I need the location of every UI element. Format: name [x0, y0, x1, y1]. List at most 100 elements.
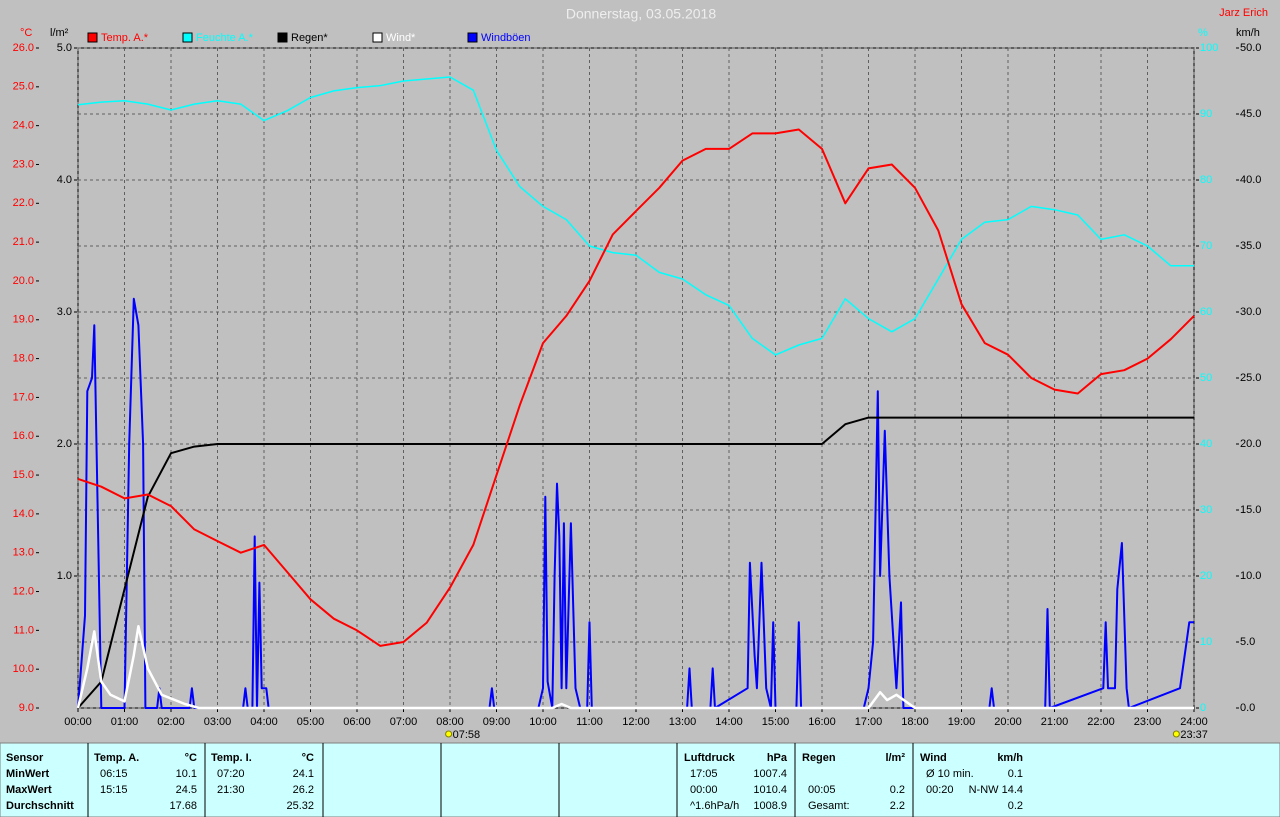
x-tick-label: 15:00: [762, 716, 790, 728]
legend-label: Temp. A.*: [101, 32, 149, 44]
series-line: [77, 76, 1194, 356]
column-header: Wind: [920, 752, 947, 764]
x-tick-label: 24:00: [1180, 716, 1208, 728]
x-tick-label: 06:00: [343, 716, 371, 728]
y-tick-label: 15.0: [1240, 504, 1261, 516]
unit-label: km/h: [1236, 27, 1260, 39]
x-tick-label: 12:00: [622, 716, 650, 728]
cell-value: N-NW 14.4: [969, 784, 1023, 796]
unit-label: l/m²: [50, 27, 69, 39]
author: Jarz Erich: [1219, 7, 1268, 19]
y-tick-label: 25.0: [1240, 372, 1261, 384]
y-tick-label: 11.0: [13, 624, 34, 636]
cell-time: 00:00: [690, 784, 718, 796]
legend-swatch: [277, 32, 288, 43]
cell-value: 1010.4: [753, 784, 787, 796]
legend-label: Feuchte A.*: [196, 32, 254, 44]
y-tick-label: 10.0: [13, 663, 34, 675]
cell-value: 10.1: [176, 768, 197, 780]
cell-value: 1007.4: [753, 768, 787, 780]
cell-time: 00:05: [808, 784, 836, 796]
cell-time: 21:30: [217, 784, 245, 796]
column-header: Regen: [802, 752, 836, 764]
y-tick-label: 21.0: [13, 236, 34, 248]
cell-time: Gesamt:: [808, 800, 850, 812]
table-header: Sensor: [6, 752, 44, 764]
y-tick-label: 35.0: [1240, 240, 1261, 252]
y-tick-label: 4.0: [57, 174, 72, 186]
x-tick-label: 00:00: [64, 716, 92, 728]
y-tick-label: 80: [1200, 174, 1212, 186]
y-tick-label: 18.0: [13, 352, 34, 364]
y-tick-label: 23.0: [13, 158, 34, 170]
y-tick-label: 20.0: [13, 275, 34, 287]
cell-time: 17:05: [690, 768, 718, 780]
x-tick-label: 07:00: [390, 716, 418, 728]
y-tick-label: 1.0: [57, 570, 72, 582]
x-tick-label: 08:00: [436, 716, 464, 728]
y-tick-label: 50: [1200, 372, 1212, 384]
row-label: Durchschnitt: [6, 800, 74, 812]
y-tick-label: 12.0: [13, 585, 34, 597]
legend-label: Wind*: [386, 32, 416, 44]
y-tick-label: 50.0: [1240, 42, 1261, 54]
cell-value: 24.1: [293, 768, 314, 780]
legend-label: Windböen: [481, 32, 531, 44]
cell-value: 0.2: [890, 784, 905, 796]
y-tick-label: 15.0: [13, 469, 34, 481]
cell-value: 17.68: [169, 800, 197, 812]
column-unit: °C: [302, 752, 314, 764]
x-tick-label: 18:00: [901, 716, 929, 728]
row-label: MinWert: [6, 768, 50, 780]
y-tick-label: 100: [1200, 42, 1218, 54]
legend-label: Regen*: [291, 32, 328, 44]
y-tick-label: 2.0: [57, 438, 72, 450]
x-tick-label: 20:00: [994, 716, 1022, 728]
column-unit: °C: [185, 752, 197, 764]
y-tick-label: 30: [1200, 504, 1212, 516]
x-tick-label: 10:00: [529, 716, 557, 728]
series-line: [76, 624, 1194, 710]
y-tick-label: 5.0: [1240, 636, 1255, 648]
x-tick-label: 02:00: [157, 716, 185, 728]
x-tick-label: 04:00: [250, 716, 278, 728]
column-unit: l/m²: [885, 752, 905, 764]
y-tick-label: 90: [1200, 108, 1212, 120]
unit-label: °C: [20, 27, 32, 39]
x-tick-label: 17:00: [855, 716, 883, 728]
row-label: MaxWert: [6, 784, 52, 796]
chart-title: Donnerstag, 03.05.2018: [566, 6, 716, 22]
y-tick-label: 0: [1200, 702, 1206, 714]
y-tick-label: 0.0: [1240, 702, 1255, 714]
x-tick-label: 23:00: [1134, 716, 1162, 728]
legend-swatch: [87, 32, 98, 43]
series-line: [77, 297, 1194, 709]
x-tick-label: 19:00: [948, 716, 976, 728]
x-tick-label: 03:00: [204, 716, 232, 728]
x-tick-label: 14:00: [715, 716, 743, 728]
y-tick-label: 40.0: [1240, 174, 1261, 186]
y-tick-label: 3.0: [57, 306, 72, 318]
y-tick-label: 10: [1200, 636, 1212, 648]
y-tick-label: 40: [1200, 438, 1212, 450]
y-tick-label: 60: [1200, 306, 1212, 318]
x-tick-label: 11:00: [576, 716, 603, 728]
y-tick-label: 16.0: [13, 430, 34, 442]
y-tick-label: 30.0: [1240, 306, 1261, 318]
x-tick-label: 13:00: [669, 716, 697, 728]
annotation: 07:58: [453, 729, 481, 741]
cell-time: 15:15: [100, 784, 128, 796]
cell-value: 24.5: [176, 784, 197, 796]
y-tick-label: 24.0: [13, 120, 34, 132]
y-tick-label: 70: [1200, 240, 1212, 252]
column-unit: hPa: [767, 752, 788, 764]
x-tick-label: 01:00: [111, 716, 139, 728]
sun-icon: [445, 730, 453, 738]
y-tick-label: 19.0: [13, 314, 34, 326]
cell-value: 26.2: [293, 784, 314, 796]
y-tick-label: 20.0: [1240, 438, 1261, 450]
cell-value: 25.32: [286, 800, 314, 812]
y-tick-label: 17.0: [13, 391, 34, 403]
column-header: Temp. A.: [94, 752, 139, 764]
